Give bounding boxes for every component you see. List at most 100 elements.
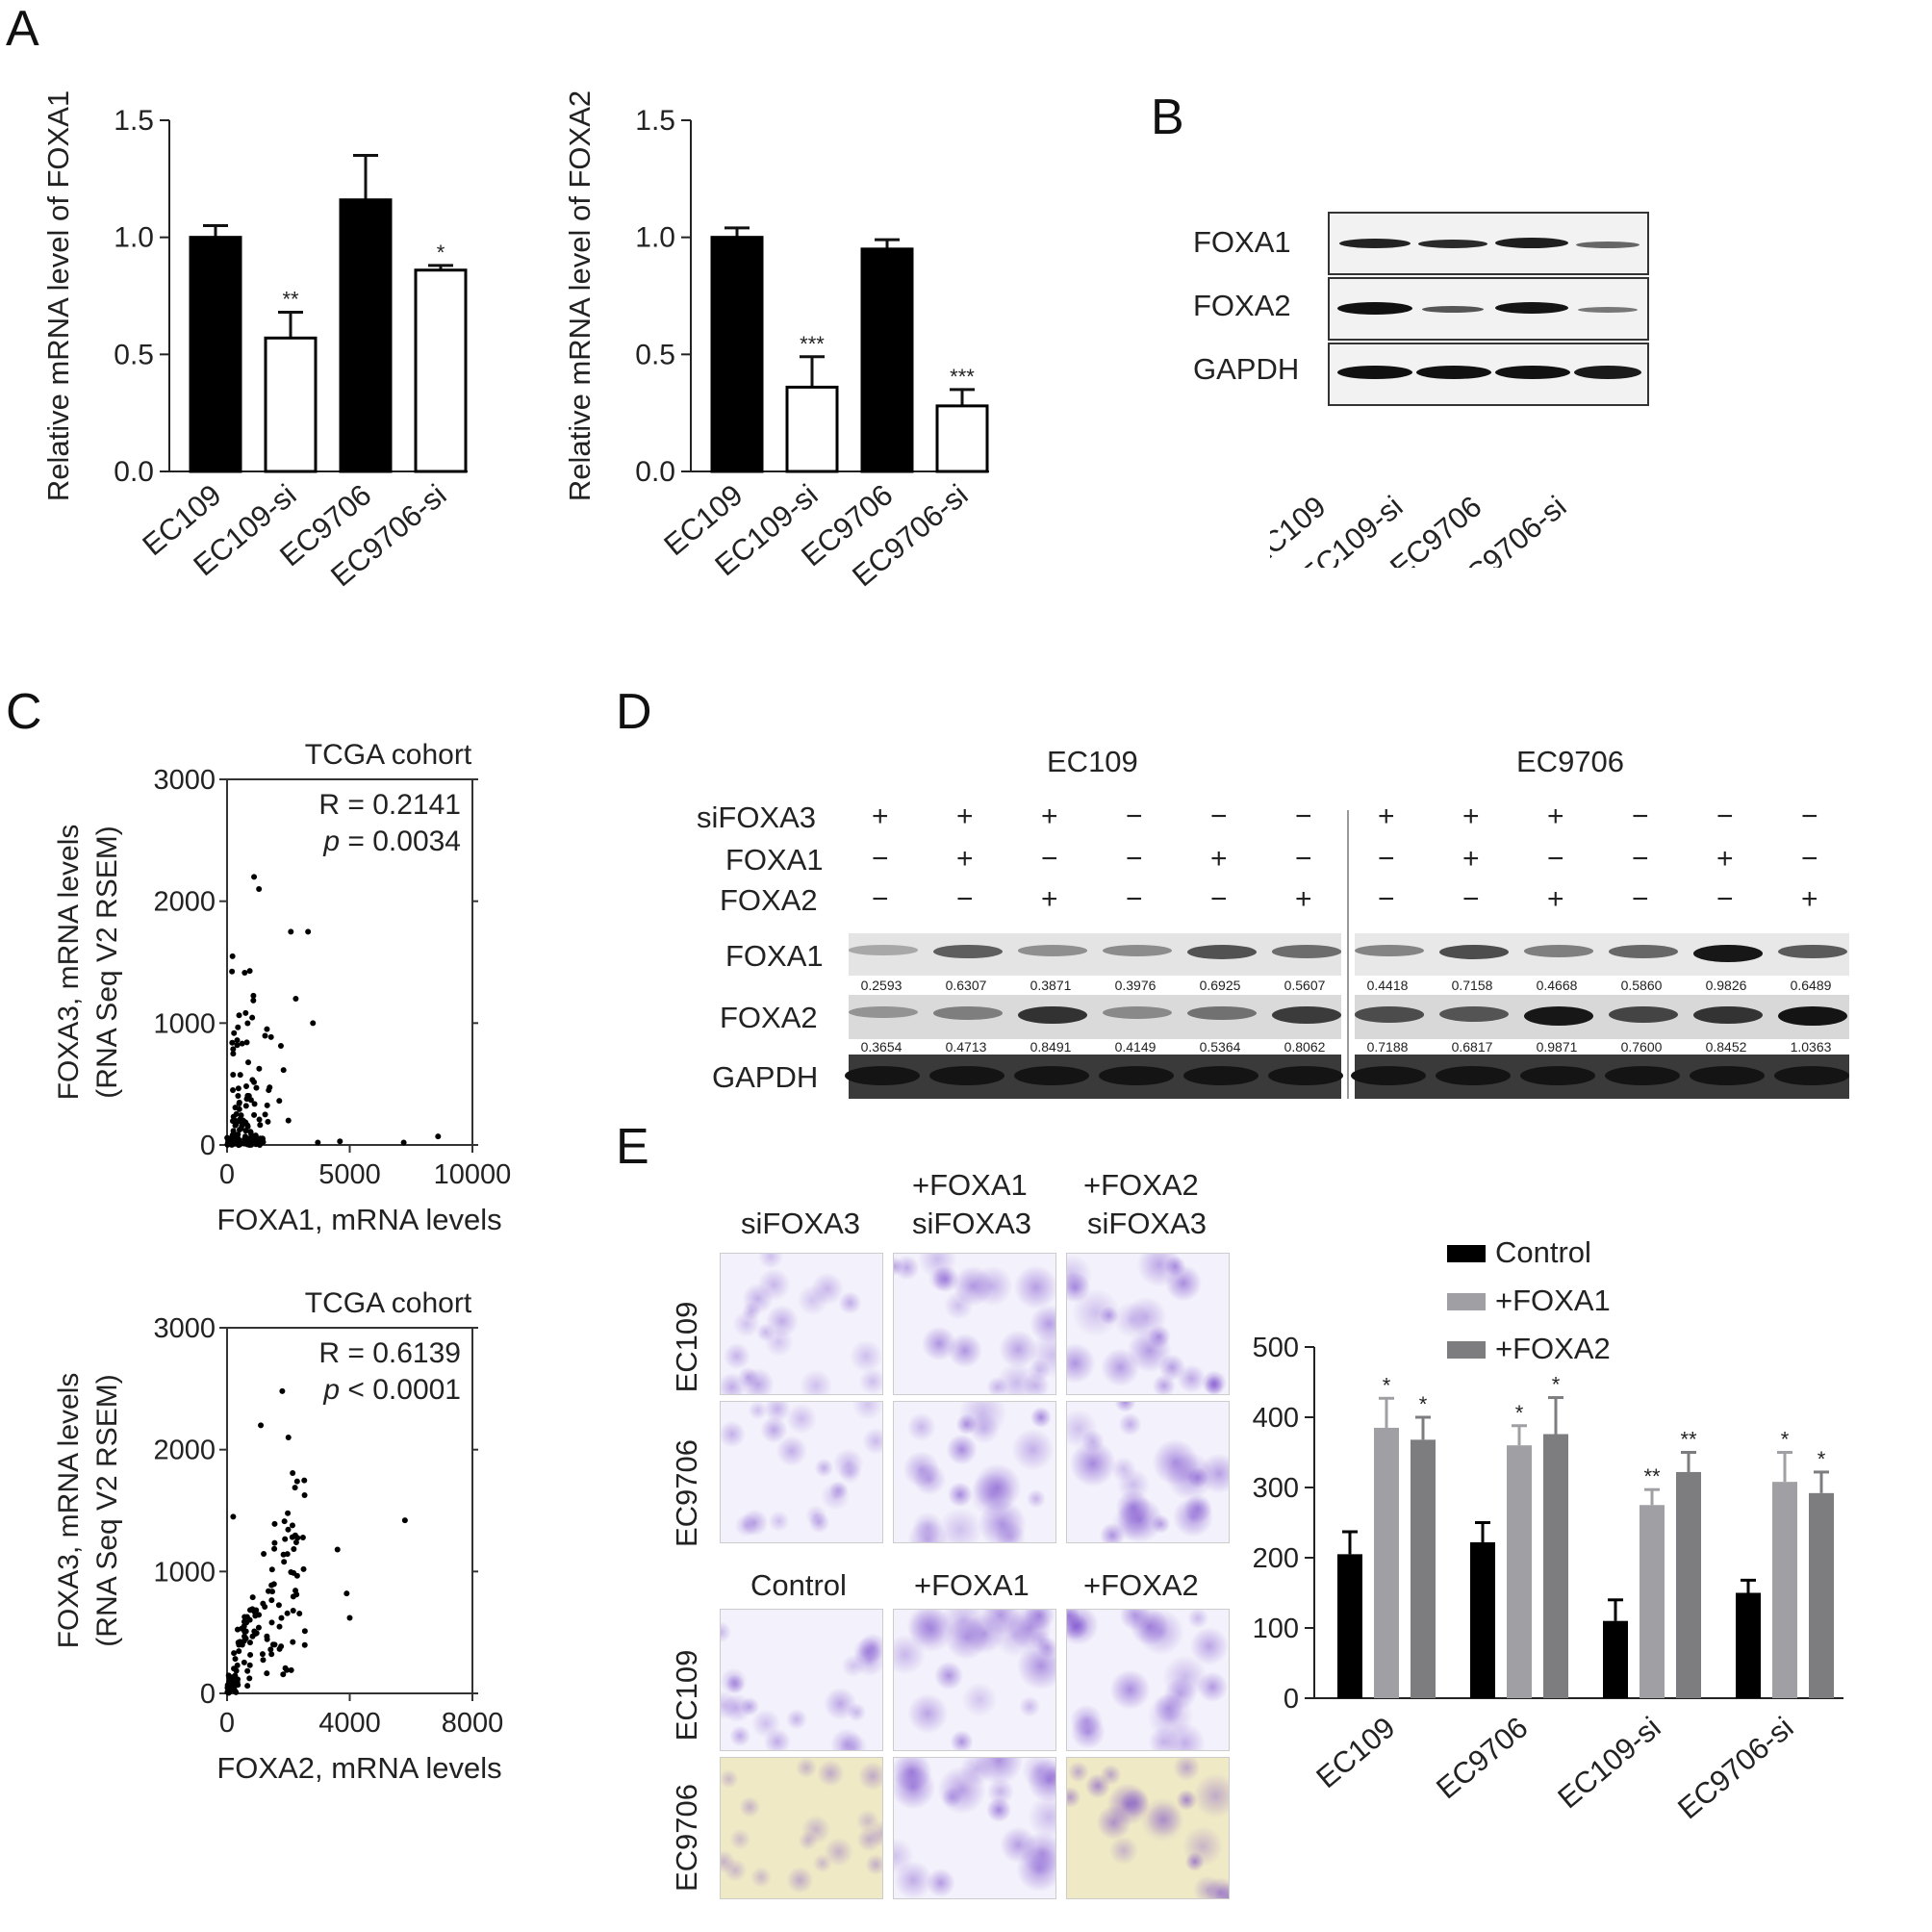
plus-sign: + bbox=[1547, 883, 1564, 915]
scatter-point bbox=[260, 1657, 267, 1664]
foxa1-quant-value: 0.6925 bbox=[1199, 978, 1241, 993]
scatter-point bbox=[271, 1539, 278, 1546]
bar bbox=[785, 385, 839, 473]
foxa2-quant-value: 0.8062 bbox=[1284, 1039, 1326, 1055]
scatter-point bbox=[231, 1650, 238, 1657]
scatter-point bbox=[280, 1067, 287, 1074]
bar bbox=[860, 247, 914, 473]
plus-sign: + bbox=[872, 801, 889, 832]
scatter-point bbox=[294, 1535, 301, 1541]
scatter-point bbox=[230, 1513, 237, 1520]
plus-sign: + bbox=[1041, 883, 1058, 915]
col-header-foxa2-bottom: +FOXA2 bbox=[1083, 1568, 1199, 1602]
y-tick-label: 1000 bbox=[153, 1557, 216, 1588]
band bbox=[1436, 1066, 1511, 1085]
scatter-point bbox=[251, 1136, 258, 1143]
scatter-point bbox=[260, 1600, 267, 1607]
y-axis-label: Relative mRNA level of FOXA2 bbox=[563, 90, 597, 501]
y-tick-label: 400 bbox=[1253, 1403, 1299, 1434]
x-axis-label: FOXA1, mRNA levels bbox=[216, 1203, 501, 1236]
scatter-point bbox=[266, 1087, 272, 1094]
foxa1-quant-value: 0.9826 bbox=[1705, 978, 1747, 993]
plus-sign: + bbox=[1378, 801, 1395, 832]
minus-sign: − bbox=[1126, 883, 1143, 915]
bar bbox=[264, 336, 318, 473]
scatter-point bbox=[257, 1135, 264, 1142]
foxa2-quant-value: 0.5364 bbox=[1199, 1039, 1241, 1055]
band bbox=[933, 945, 1003, 959]
legend-label: +FOXA1 bbox=[1495, 1284, 1611, 1317]
correlation-r: R = 0.2141 bbox=[318, 789, 461, 821]
band bbox=[1690, 1066, 1765, 1085]
minus-sign: − bbox=[1716, 801, 1734, 832]
plus-sign: + bbox=[1462, 843, 1480, 875]
scatter-point bbox=[346, 1614, 353, 1621]
band bbox=[1355, 1006, 1424, 1023]
y-tick-label: 1.0 bbox=[635, 222, 675, 254]
scatter-point bbox=[268, 1651, 275, 1658]
scatter-point bbox=[257, 1122, 264, 1129]
x-tick-label: EC109-si bbox=[1551, 1711, 1666, 1816]
x-tick-label: 0 bbox=[219, 1708, 235, 1739]
bar bbox=[1772, 1482, 1797, 1698]
minus-sign: − bbox=[1462, 883, 1480, 915]
blot-b-label-gapdh: GAPDH bbox=[1193, 352, 1300, 386]
y-axis-label-2: (RNA Seq V2 RSEM) bbox=[91, 826, 123, 1098]
scatter-point bbox=[285, 1510, 292, 1516]
scatter-point bbox=[242, 1103, 249, 1109]
minus-sign: − bbox=[1041, 843, 1058, 875]
plus-sign: + bbox=[1716, 843, 1734, 875]
significance-label: * bbox=[1419, 1392, 1428, 1416]
plus-sign: + bbox=[1295, 883, 1312, 915]
foxa2-quant-value: 1.0363 bbox=[1790, 1039, 1832, 1055]
y-tick-label: 0 bbox=[200, 1679, 216, 1710]
scatter-point bbox=[265, 1118, 271, 1125]
transwell-micrograph bbox=[893, 1757, 1056, 1899]
blot-b-lane-labels: EC109 EC109-si EC9706 EC9706-si bbox=[1270, 490, 1572, 568]
scatter-point bbox=[301, 1477, 308, 1484]
scatter-point bbox=[280, 1551, 287, 1558]
foxa2-quant-value: 0.6817 bbox=[1451, 1039, 1493, 1055]
minus-sign: − bbox=[1378, 843, 1395, 875]
scatter-point bbox=[291, 1569, 297, 1576]
scatter-point bbox=[268, 1566, 275, 1573]
scatter-point bbox=[269, 1589, 276, 1595]
legend-swatch bbox=[1447, 1245, 1486, 1262]
scatter-point bbox=[277, 1042, 284, 1049]
band bbox=[1418, 240, 1487, 248]
bar bbox=[189, 236, 242, 473]
scatter-point bbox=[239, 1040, 245, 1047]
band bbox=[1578, 307, 1638, 313]
col-header-foxa1-sifoxa3: siFOXA3 bbox=[912, 1207, 1032, 1240]
band bbox=[1574, 366, 1641, 379]
band bbox=[1099, 1066, 1174, 1085]
plus-sign: + bbox=[956, 801, 974, 832]
minus-sign: − bbox=[1547, 843, 1564, 875]
band bbox=[1693, 1006, 1763, 1025]
scatter-point bbox=[401, 1517, 408, 1524]
blot-d-foxa2-strip-left bbox=[849, 995, 1341, 1039]
row-label-foxa1: FOXA1 bbox=[725, 843, 824, 877]
col-header-sifoxa3: siFOXA3 bbox=[741, 1207, 861, 1240]
y-tick-label: 2000 bbox=[153, 1436, 216, 1466]
y-tick-label: 1.0 bbox=[114, 222, 154, 254]
scatter-point bbox=[235, 1676, 242, 1683]
scatter-point bbox=[276, 1098, 283, 1105]
transwell-micrograph bbox=[720, 1253, 883, 1395]
group-divider bbox=[1347, 810, 1349, 1099]
scatter-point bbox=[229, 1118, 236, 1125]
scatter-point bbox=[230, 1087, 237, 1094]
bar bbox=[414, 268, 468, 473]
scatter-point bbox=[236, 1012, 242, 1019]
scatter-point bbox=[267, 1033, 274, 1040]
scatter-point bbox=[301, 1491, 308, 1498]
scatter-point bbox=[229, 968, 236, 975]
band bbox=[845, 1066, 920, 1085]
scatter-point bbox=[242, 1009, 249, 1016]
scatter-point bbox=[229, 1039, 236, 1046]
band bbox=[849, 945, 918, 955]
scatter-point bbox=[253, 1084, 260, 1091]
blot-d-label-foxa1: FOXA1 bbox=[725, 939, 824, 973]
scatter-point bbox=[246, 968, 253, 975]
scatter-point bbox=[235, 1640, 242, 1646]
